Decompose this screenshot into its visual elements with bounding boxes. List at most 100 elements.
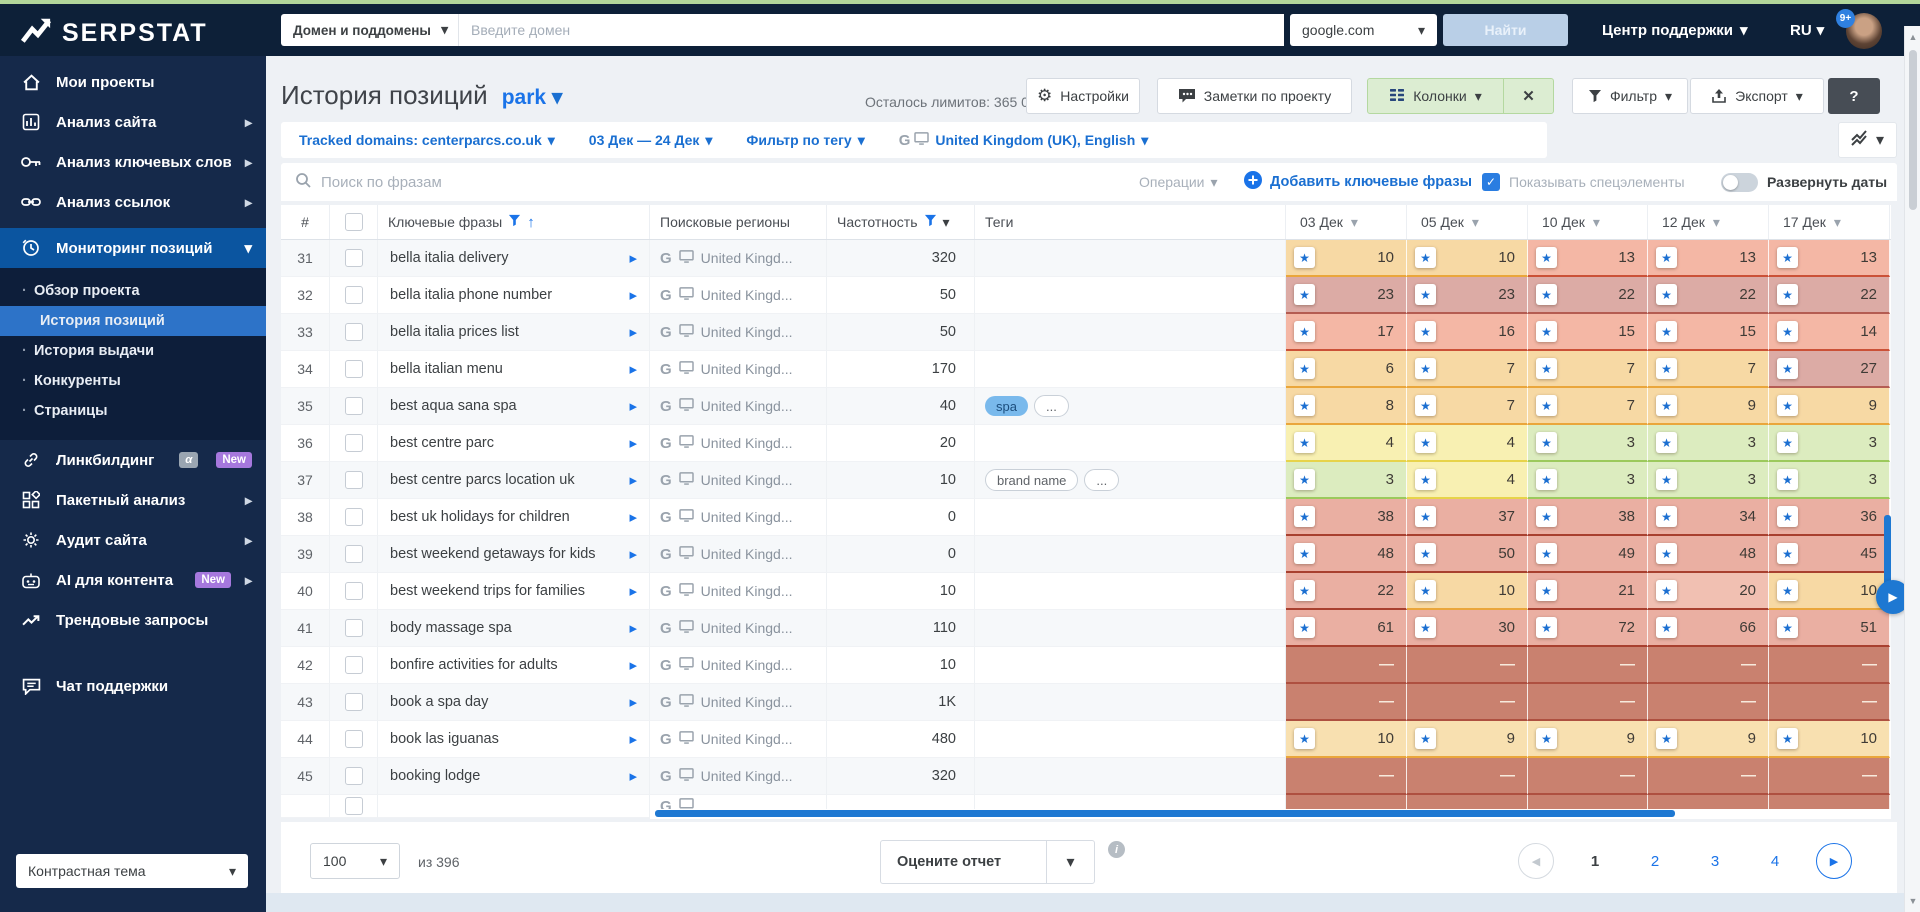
domain-input[interactable] xyxy=(459,14,1284,46)
star-icon[interactable] xyxy=(1656,358,1677,379)
position-cell[interactable]: 61 xyxy=(1286,610,1407,647)
star-icon[interactable] xyxy=(1656,284,1677,305)
position-cell[interactable]: 22 xyxy=(1648,277,1769,314)
row-checkbox[interactable] xyxy=(345,397,363,415)
star-icon[interactable] xyxy=(1777,543,1798,564)
tag-pill[interactable]: brand name xyxy=(985,469,1078,491)
star-icon[interactable] xyxy=(1415,580,1436,601)
star-icon[interactable] xyxy=(1656,617,1677,638)
star-icon[interactable] xyxy=(1294,506,1315,527)
star-icon[interactable] xyxy=(1415,321,1436,342)
position-cell[interactable]: — xyxy=(1528,684,1648,721)
rate-report-dropdown[interactable] xyxy=(1046,841,1094,883)
keyword-cell[interactable]: bella italia delivery xyxy=(378,240,650,277)
star-icon[interactable] xyxy=(1294,432,1315,453)
keyword-expand-icon[interactable] xyxy=(629,249,637,267)
filter-icon[interactable] xyxy=(508,214,521,230)
position-cell[interactable]: 4 xyxy=(1286,425,1407,462)
star-icon[interactable] xyxy=(1536,321,1557,342)
browser-scrollbar[interactable] xyxy=(1904,26,1920,912)
position-cell[interactable]: 30 xyxy=(1407,610,1528,647)
star-icon[interactable] xyxy=(1415,358,1436,379)
star-icon[interactable] xyxy=(1294,284,1315,305)
operations-dropdown[interactable]: Операции xyxy=(1139,163,1218,201)
star-icon[interactable] xyxy=(1415,469,1436,490)
position-cell[interactable]: 27 xyxy=(1769,351,1890,388)
row-checkbox[interactable] xyxy=(345,730,363,748)
export-button[interactable]: Экспорт xyxy=(1690,78,1824,114)
position-cell[interactable]: 6 xyxy=(1286,351,1407,388)
position-cell[interactable]: 22 xyxy=(1769,277,1890,314)
star-icon[interactable] xyxy=(1656,728,1677,749)
star-icon[interactable] xyxy=(1777,469,1798,490)
star-icon[interactable] xyxy=(1656,543,1677,564)
column-header-date-2[interactable]: 10 Дек xyxy=(1528,205,1648,239)
position-cell[interactable]: 3 xyxy=(1648,425,1769,462)
keyword-expand-icon[interactable] xyxy=(629,323,637,341)
sidebar-item-support-chat[interactable]: Чат поддержки xyxy=(0,666,266,706)
position-cell[interactable]: 50 xyxy=(1407,536,1528,573)
keyword-expand-icon[interactable] xyxy=(629,545,637,563)
position-cell[interactable]: — xyxy=(1769,647,1890,684)
position-cell[interactable]: 10 xyxy=(1286,240,1407,277)
search-engine-select[interactable]: google.com xyxy=(1290,14,1437,46)
sidebar-item-ai-content[interactable]: AI для контентаNew xyxy=(0,560,266,600)
star-icon[interactable] xyxy=(1415,543,1436,564)
keyword-cell[interactable]: best centre parc xyxy=(378,425,650,462)
position-cell[interactable]: 51 xyxy=(1769,610,1890,647)
position-cell[interactable]: 13 xyxy=(1648,240,1769,277)
row-checkbox[interactable] xyxy=(345,582,363,600)
position-cell[interactable]: 36 xyxy=(1769,499,1890,536)
keyword-cell[interactable]: booking lodge xyxy=(378,758,650,795)
position-cell[interactable]: 7 xyxy=(1528,351,1648,388)
star-icon[interactable] xyxy=(1777,728,1798,749)
position-cell[interactable]: 3 xyxy=(1769,462,1890,499)
position-cell[interactable]: 7 xyxy=(1648,351,1769,388)
columns-close-button[interactable]: ✕ xyxy=(1504,79,1553,113)
star-icon[interactable] xyxy=(1656,580,1677,601)
sidebar-item-serp-history[interactable]: ·История выдачи xyxy=(0,336,266,366)
position-cell[interactable]: 3 xyxy=(1648,462,1769,499)
date-range-dropdown[interactable]: 03 Дек — 24 Дек xyxy=(589,132,713,149)
theme-select[interactable]: Контрастная тема xyxy=(16,854,248,888)
keyword-expand-icon[interactable] xyxy=(629,508,637,526)
position-cell[interactable]: — xyxy=(1286,647,1407,684)
star-icon[interactable] xyxy=(1777,284,1798,305)
star-icon[interactable] xyxy=(1536,580,1557,601)
position-cell[interactable]: 13 xyxy=(1769,240,1890,277)
next-page-button[interactable] xyxy=(1816,843,1852,879)
keyword-cell[interactable]: best centre parcs location uk xyxy=(378,462,650,499)
position-cell[interactable]: — xyxy=(1286,758,1407,795)
star-icon[interactable] xyxy=(1777,321,1798,342)
position-cell[interactable]: — xyxy=(1528,647,1648,684)
star-icon[interactable] xyxy=(1415,395,1436,416)
domain-scope-select[interactable]: Домен и поддомены xyxy=(281,14,459,46)
star-icon[interactable] xyxy=(1656,247,1677,268)
position-cell[interactable]: 16 xyxy=(1407,314,1528,351)
scrollbar-down-arrow[interactable] xyxy=(1905,892,1920,910)
star-icon[interactable] xyxy=(1294,617,1315,638)
show-special-checkbox[interactable] xyxy=(1482,173,1500,191)
page-4[interactable]: 4 xyxy=(1768,853,1782,870)
position-cell[interactable]: 15 xyxy=(1528,314,1648,351)
position-cell[interactable]: — xyxy=(1648,647,1769,684)
filter-icon[interactable] xyxy=(924,214,937,230)
position-cell[interactable]: 9 xyxy=(1648,388,1769,425)
star-icon[interactable] xyxy=(1536,543,1557,564)
sidebar-item-site-audit[interactable]: Аудит сайта xyxy=(0,520,266,560)
star-icon[interactable] xyxy=(1415,728,1436,749)
tag-pill[interactable]: spa xyxy=(985,396,1028,416)
star-icon[interactable] xyxy=(1656,432,1677,453)
star-icon[interactable] xyxy=(1294,395,1315,416)
horizontal-scrollbar-thumb[interactable] xyxy=(655,810,1675,817)
star-icon[interactable] xyxy=(1777,580,1798,601)
page-1[interactable]: 1 xyxy=(1588,853,1602,870)
keyword-cell[interactable]: best uk holidays for children xyxy=(378,499,650,536)
tracked-domains-dropdown[interactable]: Tracked domains: centerparcs.co.uk xyxy=(299,132,555,149)
sidebar-item-pages[interactable]: ·Страницы xyxy=(0,396,266,426)
row-checkbox[interactable] xyxy=(345,656,363,674)
region-dropdown[interactable]: United Kingdom (UK), English xyxy=(899,132,1149,149)
language-menu[interactable]: RU xyxy=(1790,4,1824,56)
position-cell[interactable]: 45 xyxy=(1769,536,1890,573)
keyword-cell[interactable]: book a spa day xyxy=(378,684,650,721)
